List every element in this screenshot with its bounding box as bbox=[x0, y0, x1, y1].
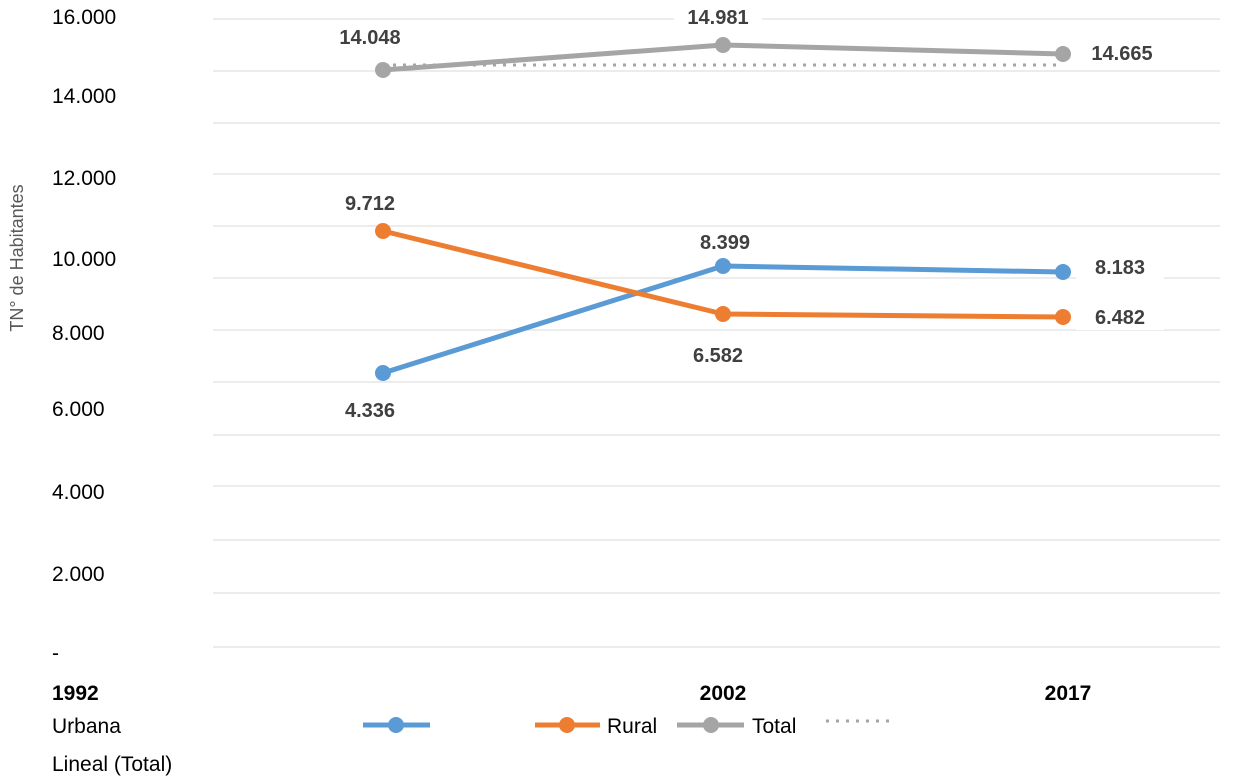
legend: Urbana Rural Total Lineal (Total) bbox=[52, 715, 893, 776]
data-label: 6.482 bbox=[1095, 307, 1145, 329]
y-tick-label: 4.000 bbox=[52, 481, 105, 504]
legend-label-trendline: Lineal (Total) bbox=[52, 753, 172, 776]
data-label-bg bbox=[326, 397, 414, 423]
point-rural-1992 bbox=[375, 223, 391, 239]
data-label-bg bbox=[1078, 40, 1166, 66]
data-label-bg bbox=[674, 4, 762, 30]
legend-label-total: Total bbox=[752, 715, 796, 738]
y-tick-label: 8.000 bbox=[52, 322, 105, 345]
data-label: 14.048 bbox=[339, 27, 400, 49]
y-tick-label: 6.000 bbox=[52, 398, 105, 421]
y-axis-tick-labels: - 2.000 4.000 6.000 8.000 10.000 12.000 14.000 1… bbox=[52, 6, 116, 665]
data-label-bg bbox=[674, 342, 762, 368]
data-label: 8.183 bbox=[1095, 257, 1145, 279]
data-label-bg bbox=[681, 229, 769, 255]
y-tick-label: - bbox=[52, 642, 59, 665]
gridlines bbox=[213, 18, 1220, 648]
legend-marker-total bbox=[703, 717, 719, 733]
data-label: 9.712 bbox=[345, 193, 395, 215]
x-tick-label: 1992 bbox=[52, 682, 99, 705]
x-tick-label: 2017 bbox=[1045, 682, 1092, 705]
data-label-bg bbox=[1076, 304, 1164, 330]
data-label-bg bbox=[326, 24, 414, 50]
legend-label-urbana: Urbana bbox=[52, 715, 121, 738]
x-axis-tick-labels: 1992 2002 2017 bbox=[52, 682, 1091, 705]
point-urbana-2002 bbox=[715, 258, 731, 274]
y-tick-label: 2.000 bbox=[52, 563, 105, 586]
point-urbana-1992 bbox=[375, 365, 391, 381]
series-lines bbox=[375, 37, 1071, 381]
point-rural-2017 bbox=[1055, 309, 1071, 325]
point-total-2002 bbox=[715, 37, 731, 53]
data-labels: 4.336 8.399 8.183 9.712 6.582 6.482 14.048 14.9… bbox=[326, 4, 1166, 423]
legend-label-rural: Rural bbox=[607, 715, 657, 738]
data-label: 14.665 bbox=[1091, 43, 1152, 65]
x-tick-label: 2002 bbox=[700, 682, 747, 705]
data-label-bg bbox=[1076, 254, 1164, 280]
data-label-bg bbox=[326, 190, 414, 216]
data-label: 4.336 bbox=[345, 400, 395, 422]
data-label: 14.981 bbox=[687, 7, 748, 29]
y-axis-label: TN° de Habitantes bbox=[7, 184, 27, 331]
point-total-2017 bbox=[1055, 46, 1071, 62]
point-rural-2002 bbox=[715, 306, 731, 322]
y-tick-label: 14.000 bbox=[52, 85, 116, 108]
point-urbana-2017 bbox=[1055, 264, 1071, 280]
data-label: 8.399 bbox=[700, 232, 750, 254]
y-tick-label: 12.000 bbox=[52, 167, 116, 190]
y-tick-label: 10.000 bbox=[52, 248, 116, 271]
y-tick-label: 16.000 bbox=[52, 6, 116, 29]
legend-marker-urbana bbox=[388, 717, 404, 733]
data-label: 6.582 bbox=[693, 345, 743, 367]
point-total-1992 bbox=[375, 62, 391, 78]
legend-marker-rural bbox=[559, 717, 575, 733]
